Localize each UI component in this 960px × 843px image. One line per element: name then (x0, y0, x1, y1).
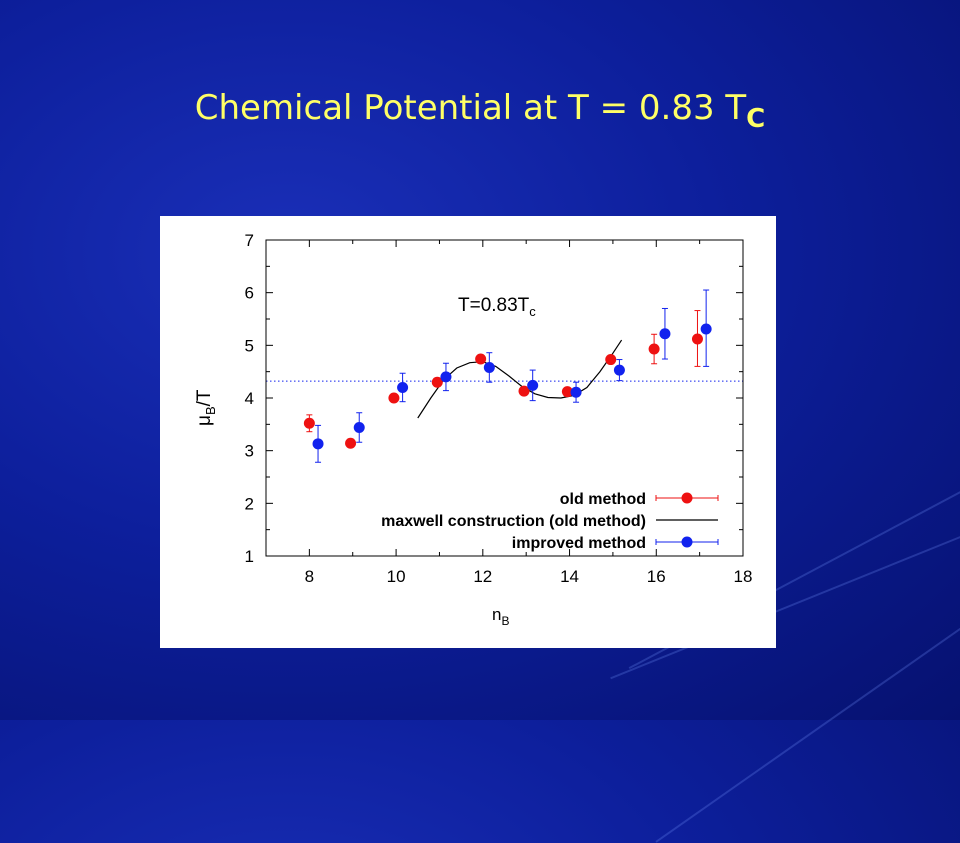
data-marker (561, 386, 573, 398)
data-marker (648, 343, 660, 355)
y-tick-label: 3 (245, 442, 254, 461)
data-point (312, 424, 324, 463)
data-marker (475, 353, 487, 365)
y-axis-label: μB/T (194, 389, 218, 426)
data-point (527, 369, 539, 402)
y-tick-label: 2 (245, 494, 254, 513)
data-marker (440, 371, 452, 383)
data-point (483, 352, 495, 383)
x-tick-label: 14 (560, 567, 579, 586)
data-point (561, 386, 573, 398)
data-point (388, 392, 400, 404)
data-point (605, 354, 617, 366)
y-tick-label: 6 (245, 284, 254, 303)
chart-annotation: T=0.83Tc (458, 295, 536, 319)
data-marker (700, 323, 712, 335)
y-tick-label: 4 (245, 389, 254, 408)
data-point (700, 289, 712, 367)
x-axis-label: nB (492, 605, 509, 628)
legend-marker (681, 536, 693, 548)
data-point (659, 307, 671, 360)
data-marker (483, 361, 495, 373)
data-marker (518, 385, 530, 397)
slide-title-main: Chemical Potential at T = 0.83 T (194, 88, 747, 128)
data-marker (312, 438, 324, 450)
data-marker (605, 354, 617, 366)
data-marker (431, 376, 443, 388)
y-tick-label: 5 (245, 336, 254, 355)
y-tick-label: 7 (245, 231, 254, 250)
data-marker (388, 392, 400, 404)
x-tick-label: 10 (387, 567, 406, 586)
data-point (518, 385, 530, 397)
data-point (345, 437, 357, 449)
data-marker (613, 364, 625, 376)
data-marker (527, 379, 539, 391)
legend: old method maxwell construction (old meth… (381, 491, 719, 552)
data-marker (397, 381, 409, 393)
y-tick-label: 1 (245, 547, 254, 566)
legend-label: improved method (512, 535, 646, 552)
data-marker (345, 437, 357, 449)
x-tick-label: 16 (647, 567, 666, 586)
chart-panel: 8 10 12 14 16 18 1 2 3 4 5 6 7 T=0.83Tc nB μB/T old … (160, 216, 776, 648)
x-tick-label: 12 (473, 567, 492, 586)
data-marker (691, 333, 703, 345)
legend-label: maxwell construction (old method) (381, 513, 646, 530)
data-point (397, 372, 409, 403)
x-tick-label: 18 (734, 567, 753, 586)
data-point (431, 376, 443, 388)
data-marker (570, 386, 582, 398)
data-point (691, 310, 703, 367)
plot-frame (265, 239, 744, 557)
data-marker (353, 421, 365, 433)
slide-title-subscript: C (746, 104, 766, 134)
data-point (303, 414, 315, 433)
legend-label: old method (560, 491, 646, 508)
data-point (613, 359, 625, 382)
data-point (648, 333, 660, 365)
data-point (570, 381, 582, 403)
data-point (353, 412, 365, 443)
data-marker (303, 417, 315, 429)
data-point (475, 353, 487, 365)
legend-marker (681, 492, 693, 504)
data-point (440, 362, 452, 392)
data-marker (659, 328, 671, 340)
slide-title: Chemical Potential at T = 0.83 TC (0, 88, 960, 134)
x-tick-label: 8 (305, 567, 314, 586)
